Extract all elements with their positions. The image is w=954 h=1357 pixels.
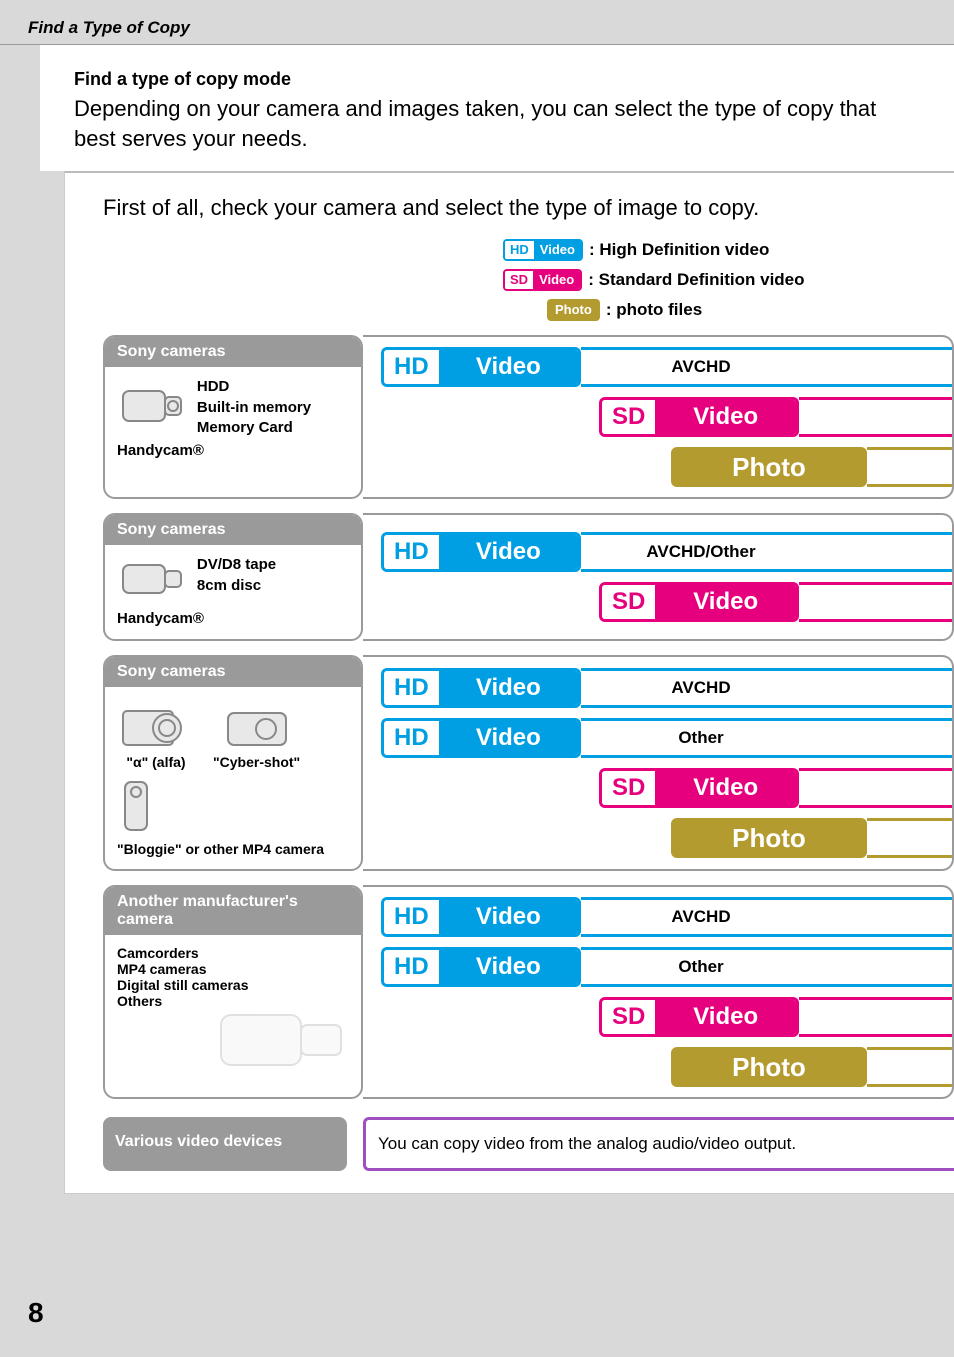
main-box: First of all, check your camera and sele… — [64, 171, 954, 1194]
bottom-row: Various video devices You can copy video… — [103, 1117, 954, 1171]
lane-tail — [867, 1047, 952, 1087]
cam-below-3: "Bloggie" or other MP4 camera — [117, 841, 349, 857]
lane-tail — [799, 397, 952, 437]
legend-hd-badge: HD Video — [503, 239, 583, 261]
cam-header-1: Sony cameras — [105, 337, 361, 367]
lane-tail — [581, 718, 952, 758]
bottom-header: Various video devices — [103, 1117, 347, 1171]
photo-badge: Photo — [671, 447, 867, 487]
media-line: Camcorders — [117, 945, 349, 961]
intro-block: Find a type of copy mode Depending on yo… — [40, 45, 954, 171]
camcorder-icon — [117, 555, 187, 606]
legend-hd-left: HD — [505, 240, 534, 260]
lanes-3: HD Video AVCHD HD Video Other SD Video — [363, 655, 954, 871]
legend-photo-desc: : photo files — [606, 300, 702, 320]
lane-tail — [581, 947, 952, 987]
media-line: Digital still cameras — [117, 977, 349, 993]
lane-photo: Photo — [381, 447, 952, 487]
lane-sd: SD Video — [381, 768, 952, 808]
hd-video-badge: HD Video — [381, 947, 581, 987]
lane-tail — [867, 818, 952, 858]
photo-badge: Photo — [671, 818, 867, 858]
lanes-2: HD Video AVCHD/Other SD Video — [363, 513, 954, 641]
cam-label: "α" (alfa) — [117, 754, 195, 770]
cam-col-2: Sony cameras DV/D8 tape 8cm disc Handyca… — [103, 513, 363, 641]
legend: HD Video : High Definition video SD Vide… — [503, 239, 954, 321]
media-line: Built-in memory — [197, 398, 311, 418]
media-line: DV/D8 tape — [197, 555, 276, 575]
lane-tail — [799, 997, 952, 1037]
lane-hd: HD Video AVCHD — [381, 347, 952, 387]
sd-video-badge: SD Video — [599, 582, 799, 622]
cam-below-1: Handycam® — [117, 442, 349, 459]
sd-video-badge: SD Video — [599, 397, 799, 437]
dslr-icon — [117, 697, 195, 751]
lane-hd: HD Video Other — [381, 718, 952, 758]
lane-tail — [581, 897, 952, 937]
lane-hd: HD Video Other — [381, 947, 952, 987]
photo-badge: Photo — [671, 1047, 867, 1087]
lanes-4: HD Video AVCHD HD Video Other SD Video — [363, 885, 954, 1099]
lane-photo: Photo — [381, 1047, 952, 1087]
media-line: Memory Card — [197, 418, 311, 438]
camcorder-icon — [117, 377, 187, 434]
compact-icon — [222, 705, 292, 751]
lane-sd: SD Video — [381, 397, 952, 437]
hd-video-badge: HD Video — [381, 347, 581, 387]
section-1: Sony cameras HDD Built-in memory Memory … — [103, 335, 954, 499]
legend-sd-badge: SD Video — [503, 269, 582, 291]
legend-photo-badge: Photo — [547, 299, 600, 321]
lane-photo: Photo — [381, 818, 952, 858]
lane-tail — [799, 768, 952, 808]
hd-video-badge: HD Video — [381, 897, 581, 937]
lane-hd: HD Video AVCHD — [381, 897, 952, 937]
bloggie-icon — [117, 778, 155, 834]
lane-tail — [581, 347, 952, 387]
legend-sd-desc: : Standard Definition video — [588, 270, 804, 290]
media-line: HDD — [197, 377, 311, 397]
bottom-note: You can copy video from the analog audio… — [363, 1117, 954, 1171]
lane-sd: SD Video — [381, 997, 952, 1037]
intro-body: Depending on your camera and images take… — [74, 94, 920, 153]
lane-hd: HD Video AVCHD/Other — [381, 532, 952, 572]
legend-sd-row: SD Video : Standard Definition video — [503, 269, 954, 291]
lane-tail — [581, 532, 952, 572]
section-4: Another manufacturer's camera Camcorders… — [103, 885, 954, 1099]
lane-hd: HD Video AVCHD — [381, 668, 952, 708]
cam-header-4: Another manufacturer's camera — [105, 887, 361, 935]
page-number: 8 — [28, 1297, 44, 1329]
lane-tail — [799, 582, 952, 622]
legend-hd-row: HD Video : High Definition video — [503, 239, 954, 261]
main-lead: First of all, check your camera and sele… — [103, 195, 954, 221]
section-3: Sony cameras "α" (alfa) "Cyber-shot" "Bl… — [103, 655, 954, 871]
lane-tail — [581, 668, 952, 708]
cam-col-4: Another manufacturer's camera Camcorders… — [103, 885, 363, 1099]
page-header: Find a Type of Copy — [0, 0, 954, 45]
legend-photo-row: Photo : photo files — [503, 299, 954, 321]
sd-video-badge: SD Video — [599, 997, 799, 1037]
intro-subtitle: Find a type of copy mode — [74, 69, 920, 90]
legend-hd-right: Video — [534, 240, 581, 260]
media-line: 8cm disc — [197, 576, 276, 596]
media-line: Others — [117, 993, 349, 1009]
legend-hd-desc: : High Definition video — [589, 240, 769, 260]
cam-col-3: Sony cameras "α" (alfa) "Cyber-shot" "Bl… — [103, 655, 363, 871]
cam-col-1: Sony cameras HDD Built-in memory Memory … — [103, 335, 363, 499]
hd-video-badge: HD Video — [381, 718, 581, 758]
cam-header-2: Sony cameras — [105, 515, 361, 545]
sd-video-badge: SD Video — [599, 768, 799, 808]
cam-header-3: Sony cameras — [105, 657, 361, 687]
hd-video-badge: HD Video — [381, 668, 581, 708]
lane-tail — [867, 447, 952, 487]
section-2: Sony cameras DV/D8 tape 8cm disc Handyca… — [103, 513, 954, 641]
cam-label: "Cyber-shot" — [213, 754, 300, 770]
cam-below-2: Handycam® — [117, 610, 349, 627]
legend-sd-left: SD — [505, 270, 533, 290]
media-line: MP4 cameras — [117, 961, 349, 977]
lane-sd: SD Video — [381, 582, 952, 622]
lanes-1: HD Video AVCHD SD Video Photo — [363, 335, 954, 499]
hd-video-badge: HD Video — [381, 532, 581, 572]
legend-sd-right: Video — [533, 270, 580, 290]
